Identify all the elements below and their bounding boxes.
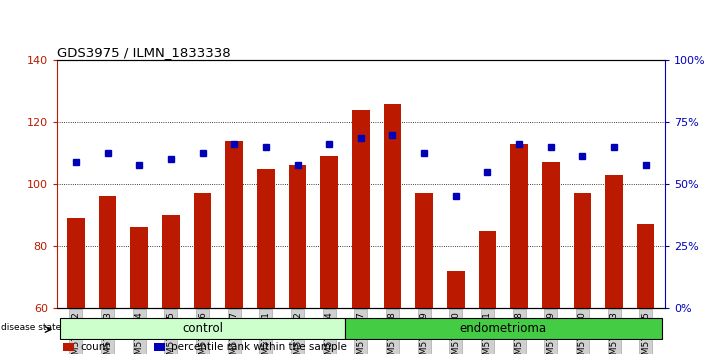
- Text: control: control: [182, 322, 223, 335]
- Bar: [162, 215, 180, 308]
- Bar: [194, 193, 211, 308]
- Bar: [154, 343, 165, 351]
- Bar: [510, 144, 528, 308]
- Bar: [321, 156, 338, 308]
- Bar: [415, 193, 433, 308]
- Bar: [637, 224, 655, 308]
- Bar: [574, 193, 591, 308]
- Bar: [352, 110, 370, 308]
- Text: endometrioma: endometrioma: [460, 322, 547, 335]
- Bar: [60, 318, 345, 339]
- Bar: [447, 271, 464, 308]
- Bar: [225, 141, 243, 308]
- Bar: [479, 230, 496, 308]
- Bar: [67, 218, 85, 308]
- Bar: [542, 162, 560, 308]
- Bar: [131, 227, 148, 308]
- Bar: [63, 343, 74, 351]
- Bar: [345, 318, 662, 339]
- Bar: [289, 165, 306, 308]
- Bar: [257, 169, 274, 308]
- Bar: [606, 175, 623, 308]
- Text: count: count: [80, 342, 109, 352]
- Text: percentile rank within the sample: percentile rank within the sample: [171, 342, 347, 352]
- Bar: [99, 196, 116, 308]
- Bar: [384, 103, 401, 308]
- Text: GDS3975 / ILMN_1833338: GDS3975 / ILMN_1833338: [57, 46, 230, 59]
- Text: disease state: disease state: [1, 323, 61, 332]
